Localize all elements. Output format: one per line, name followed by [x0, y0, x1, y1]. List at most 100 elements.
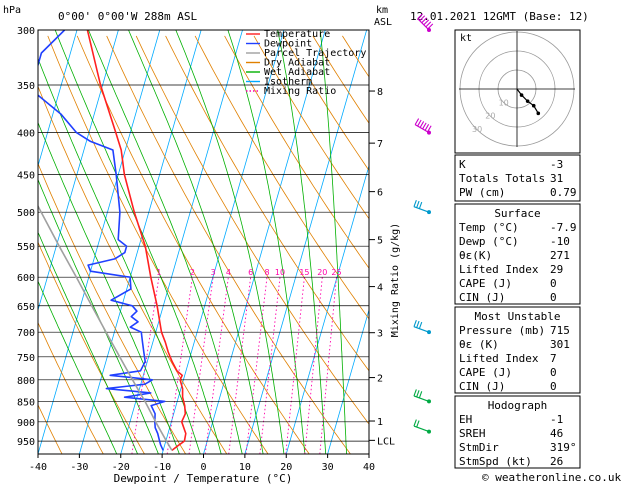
wind-barb-feather — [425, 21, 432, 28]
table-row-value: 301 — [550, 338, 570, 351]
most_unstable-table-frame — [454, 306, 581, 394]
wind-barb-feather — [413, 389, 417, 397]
isotherm-line — [244, 30, 368, 454]
mixing-ratio-line — [285, 277, 305, 454]
table-row-value: -1 — [550, 413, 563, 426]
datetime-label: 12.01.2021 12GMT (Base: 12) — [410, 10, 589, 23]
legend-label: Isotherm — [264, 77, 312, 88]
dry-adiabat-line — [253, 35, 369, 220]
dry-adiabat-line — [38, 241, 145, 454]
wind-barb-feather — [418, 201, 423, 209]
sounding-indices-panel: K -3 Totals Totals 31 PW (cm) 0.79 SurfaceTemp… — [454, 154, 581, 469]
series-dewpoint — [38, 30, 166, 451]
wind-barb-feather — [427, 125, 432, 133]
pressure-tick-label: 600 — [17, 273, 35, 284]
table-row-label: K — [459, 158, 466, 171]
mixing-ratio-line — [204, 277, 229, 454]
wind-barb-staff — [413, 326, 430, 333]
hodograph-point — [531, 103, 536, 108]
table-row-label: Lifted Index — [459, 352, 539, 365]
altitude-tick-label: 1 — [377, 417, 383, 428]
isotherm-line — [285, 164, 369, 454]
wind-barb-feather — [427, 23, 434, 30]
pressure-tick-label: 750 — [17, 353, 35, 364]
wet-adiabat-line — [38, 231, 139, 454]
wind-barb-feather — [417, 13, 424, 20]
hodograph-ring-label: 20 — [485, 112, 495, 121]
hodograph-point — [519, 93, 524, 97]
dry-adiabat-line — [47, 35, 269, 454]
table-row-label: CIN (J) — [459, 291, 505, 304]
hodograph-ring-label: 30 — [472, 125, 482, 134]
surface-table-title: Surface — [494, 207, 540, 220]
legend-label: Dewpoint — [264, 39, 312, 50]
dry-adiabat-line — [194, 35, 369, 320]
wind-barb — [413, 319, 431, 335]
wet-adiabat-line — [227, 30, 306, 454]
series-temperature — [86, 30, 187, 452]
table-row-label: Lifted Index — [459, 263, 539, 276]
pressure-tick-labels: 300 350 400 450 500 550 600 650 700 750 800 850 900 9… — [17, 26, 35, 448]
table-row-value: 0 — [550, 380, 557, 393]
wind-barbs — [413, 13, 434, 434]
table-row-value: 26 — [550, 455, 563, 468]
pressure-tick-label: 300 — [17, 26, 35, 37]
table-row-value: -10 — [550, 235, 570, 248]
hodograph-frame — [454, 29, 581, 154]
wind-barb-feather — [418, 391, 423, 399]
temperature-tick-label: 40 — [363, 462, 375, 473]
x-axis-title: Dewpoint / Temperature (°C) — [114, 472, 293, 485]
table-row-value: -7.9 — [550, 221, 577, 234]
legend-label: Parcel Trajectory — [264, 48, 366, 59]
hodograph_table-table-title: Hodograph — [488, 399, 548, 412]
pressure-tick-label: 400 — [17, 129, 35, 140]
temperature-tick-label: -30 — [70, 462, 88, 473]
wet-adiabat-line — [38, 178, 159, 454]
pressure-tick-label: 850 — [17, 397, 35, 408]
temperature-tick-label: 30 — [322, 462, 334, 473]
wind-barb-staff — [413, 425, 430, 433]
background-lines — [38, 30, 369, 454]
dry-adiabat-line — [38, 162, 186, 454]
table-row-label: Dewp (°C) — [459, 235, 519, 248]
wind-barb-feather — [416, 420, 420, 428]
wind-barb-feather — [421, 17, 428, 24]
pressure-tick-label: 500 — [17, 208, 35, 219]
temperature-tick-label: 10 — [239, 462, 251, 473]
surface-table-frame — [454, 203, 581, 305]
wet-adiabat-line — [277, 30, 327, 454]
isotherm-line — [78, 30, 202, 454]
isotherm-line — [120, 30, 243, 454]
temperature-tick-labels: -40 -30 -20 -10 0 10 20 30 40 — [29, 454, 375, 473]
legend-label: Temperature — [264, 29, 330, 40]
mixing-ratio-line — [259, 277, 281, 454]
altitude-tick-label: 5 — [377, 236, 383, 247]
mixing-ratio-label: 4 — [226, 268, 231, 277]
wind-barb-feather — [423, 19, 430, 26]
mixing-ratio-label: 8 — [264, 268, 269, 277]
wind-barb-staff — [413, 395, 430, 402]
table-row-value: 0 — [550, 366, 557, 379]
pressure-tick-label: 350 — [17, 81, 35, 92]
mixing-ratio-line — [188, 277, 214, 454]
legend-label: Wet Adiabat — [264, 67, 330, 78]
wind-barb-feather — [422, 122, 427, 130]
wet-adiabat-line — [319, 30, 347, 454]
mixing-ratio-axis-title: Mixing Ratio (g/kg) — [390, 223, 401, 337]
wet-adiabat-line — [38, 280, 118, 454]
pressure-tick-label: 900 — [17, 418, 35, 429]
isotherm-line — [327, 308, 369, 454]
pressure-tick-label: 650 — [17, 302, 35, 313]
most_unstable-table-title: Most Unstable — [474, 310, 560, 323]
km-axis-unit: km — [376, 5, 388, 16]
table-row-value: 715 — [550, 324, 570, 337]
mixing-ratio-label: 2 — [190, 268, 195, 277]
temperature-tick-label: 0 — [200, 462, 206, 473]
wind-barb-feather — [418, 321, 423, 329]
mixing-ratio-label: 10 — [275, 268, 285, 277]
wind-barb-feather — [419, 121, 425, 128]
table-row-value: -3 — [550, 158, 563, 171]
